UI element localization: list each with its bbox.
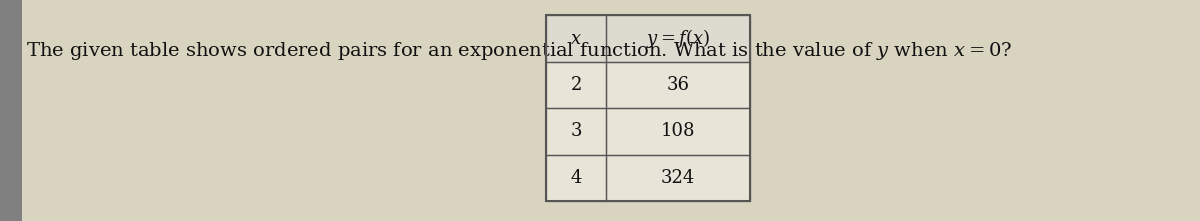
Bar: [0, 0, 22, 221]
Bar: [606, 108, 750, 155]
Bar: [606, 62, 750, 108]
Bar: [606, 155, 750, 201]
Text: 324: 324: [661, 169, 695, 187]
Text: The given table shows ordered pairs for an exponential function. What is the val: The given table shows ordered pairs for …: [26, 40, 1013, 62]
Bar: [546, 62, 606, 108]
Text: 36: 36: [666, 76, 690, 94]
Text: 2: 2: [570, 76, 582, 94]
Text: $x$: $x$: [570, 30, 582, 48]
Text: 3: 3: [570, 122, 582, 141]
Bar: [606, 108, 750, 155]
Text: 4: 4: [570, 169, 582, 187]
Bar: [546, 108, 606, 155]
Bar: [606, 62, 750, 108]
Bar: [546, 155, 606, 201]
Bar: [546, 108, 606, 155]
Bar: [606, 15, 750, 62]
Bar: [606, 15, 750, 62]
Bar: [606, 155, 750, 201]
Bar: [546, 15, 606, 62]
Bar: [546, 62, 606, 108]
Text: $y = f(x)$: $y = f(x)$: [646, 27, 710, 50]
Bar: [546, 15, 750, 201]
Bar: [546, 155, 606, 201]
Text: 108: 108: [661, 122, 695, 141]
Bar: [546, 15, 606, 62]
